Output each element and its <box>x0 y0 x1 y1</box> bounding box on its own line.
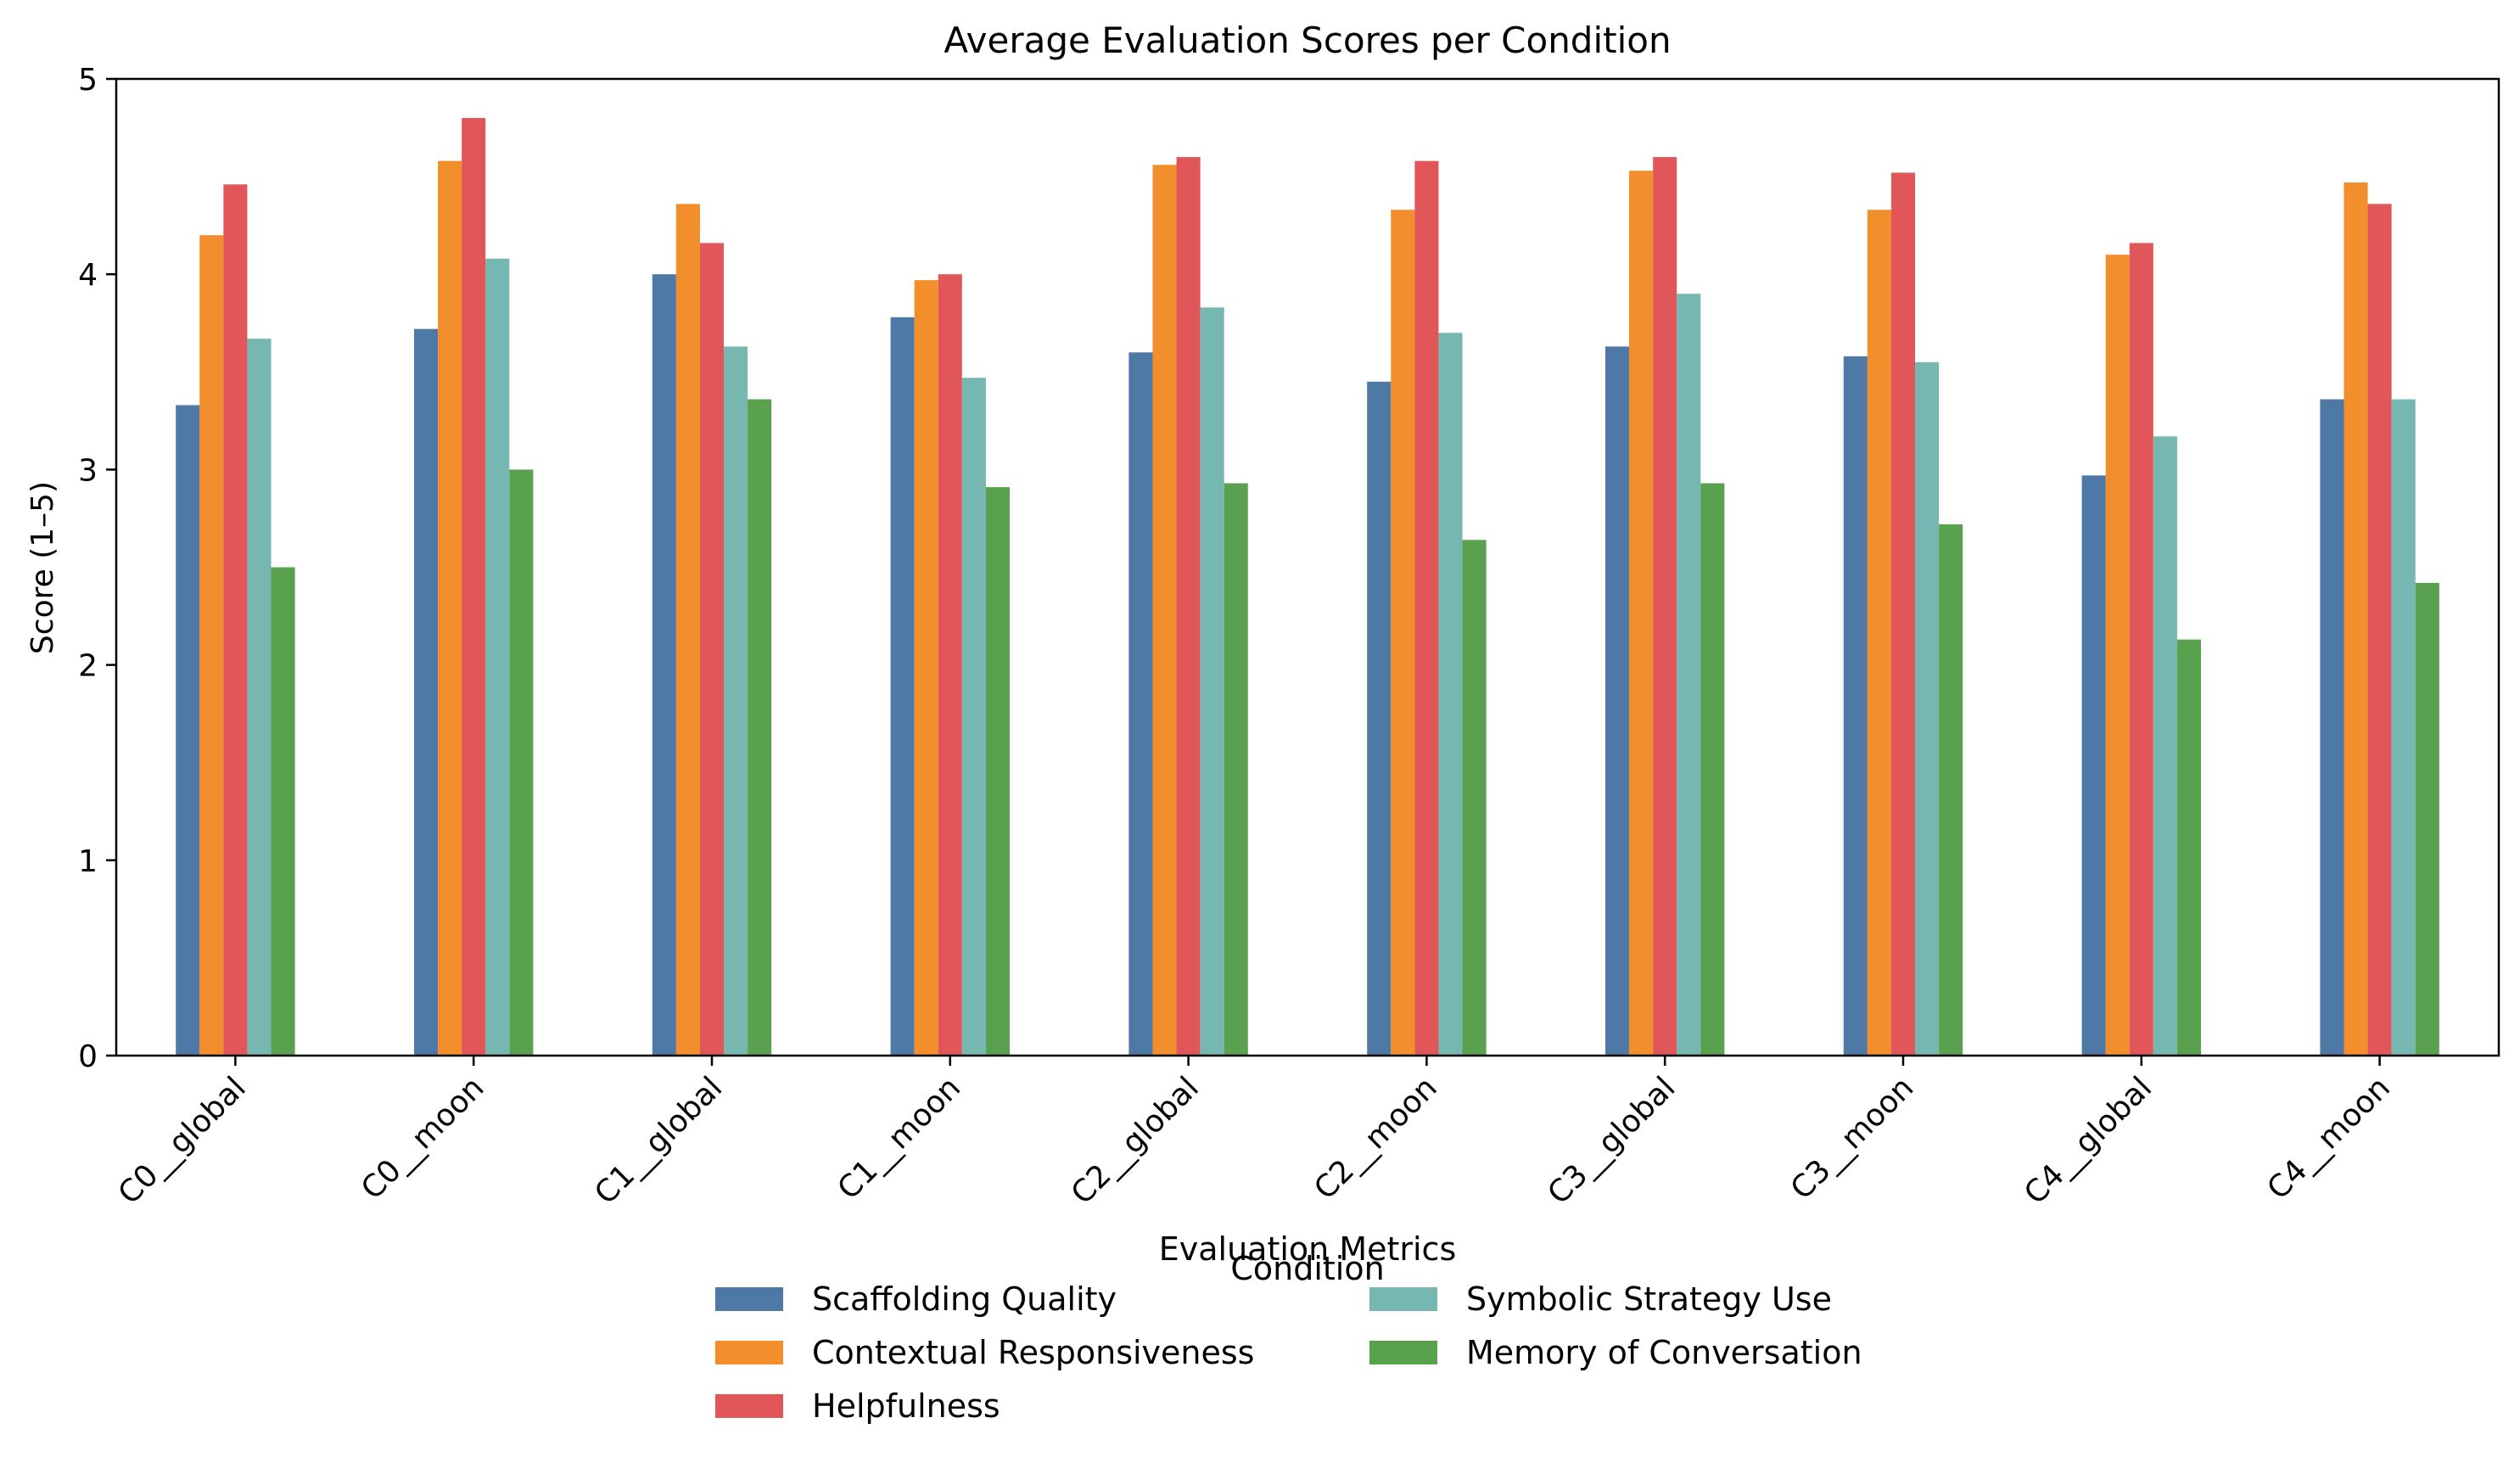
legend-swatch <box>1369 1287 1437 1311</box>
bar <box>724 346 748 1056</box>
bar <box>2176 639 2201 1056</box>
bar <box>414 328 439 1056</box>
bar <box>1700 483 1725 1056</box>
y-tick-label: 4 <box>78 258 98 293</box>
bar <box>1462 540 1487 1056</box>
bar <box>223 184 248 1056</box>
bar <box>985 487 1010 1056</box>
bar <box>1605 346 1630 1056</box>
bars-group <box>176 118 2439 1056</box>
bar <box>2391 399 2416 1056</box>
legend-title: Evaluation Metrics <box>1159 1230 1457 1268</box>
x-tick-label: C3__moon <box>1784 1070 1921 1207</box>
bar <box>438 160 462 1056</box>
bar <box>485 258 510 1056</box>
bar <box>699 243 725 1056</box>
bar <box>1653 157 1677 1056</box>
bar <box>509 469 534 1056</box>
legend-label: Memory of Conversation <box>1466 1334 1862 1371</box>
bar <box>1176 157 1201 1056</box>
bar <box>2320 399 2344 1056</box>
bar <box>2367 204 2392 1056</box>
bar <box>2153 436 2177 1056</box>
bar <box>462 118 486 1056</box>
x-axis-label: Condition <box>1230 1250 1384 1287</box>
bar <box>961 378 986 1056</box>
y-tick-label: 2 <box>78 649 98 684</box>
bar <box>652 274 676 1056</box>
bar <box>1890 172 1916 1056</box>
x-tick-label: C2__moon <box>1308 1070 1444 1207</box>
bar <box>1438 333 1463 1056</box>
y-axis-label: Score (1–5) <box>25 481 60 654</box>
bar <box>1629 171 1654 1056</box>
x-tick-label: C4__moon <box>2260 1070 2397 1207</box>
legend: Scaffolding Quality Contextual Responsive… <box>715 1280 1862 1425</box>
bar <box>1367 381 1392 1056</box>
bar <box>247 339 272 1056</box>
bar <box>2105 255 2130 1056</box>
legend-swatch <box>1369 1341 1437 1364</box>
legend-swatch <box>715 1341 783 1364</box>
bar <box>1391 210 1415 1056</box>
legend-label: Contextual Responsiveness <box>812 1334 1254 1371</box>
legend-label: Symbolic Strategy Use <box>1466 1280 1832 1318</box>
x-tick-label: C2__global <box>1065 1070 1206 1211</box>
bar <box>1200 307 1224 1056</box>
y-axis: 0 1 2 3 4 5 <box>78 63 116 1074</box>
x-tick-label: C1__global <box>588 1070 729 1211</box>
legend-swatch <box>715 1287 783 1311</box>
x-tick-label: C0__moon <box>355 1070 491 1207</box>
bar <box>1867 210 1891 1056</box>
bar <box>890 317 915 1056</box>
bar <box>1843 356 1868 1056</box>
y-tick-label: 1 <box>78 844 98 879</box>
x-tick-label: C1__moon <box>832 1070 968 1207</box>
x-tick-label: C3__global <box>1542 1070 1683 1211</box>
bar <box>1224 483 1248 1056</box>
x-tick-label: C4__global <box>2018 1070 2159 1211</box>
bar <box>2129 243 2153 1056</box>
y-tick-label: 3 <box>78 453 98 488</box>
bar <box>1677 294 1701 1056</box>
bar <box>748 399 772 1056</box>
x-tick-label: C0__global <box>112 1070 253 1211</box>
bar <box>1915 361 1940 1056</box>
bar <box>2344 182 2368 1056</box>
bar <box>2081 475 2106 1056</box>
bar <box>938 274 962 1056</box>
chart-title: Average Evaluation Scores per Condition <box>944 20 1671 61</box>
bar <box>1152 165 1177 1056</box>
legend-label: Scaffolding Quality <box>812 1280 1117 1318</box>
bar <box>176 405 200 1056</box>
x-axis: C0__global C0__moon C1__global C1__moon C2__… <box>112 1056 2397 1211</box>
bar <box>2415 582 2439 1056</box>
bar <box>675 204 700 1056</box>
plot-frame <box>115 77 2500 1057</box>
bar <box>1939 524 1963 1056</box>
legend-swatch <box>715 1394 783 1418</box>
bar <box>914 280 938 1056</box>
bar <box>271 567 295 1056</box>
bar <box>199 235 224 1056</box>
legend-label: Helpfulness <box>812 1387 1000 1425</box>
y-tick-label: 0 <box>78 1039 98 1074</box>
bar <box>1414 160 1439 1056</box>
y-tick-label: 5 <box>78 63 98 98</box>
bar <box>1128 352 1153 1056</box>
